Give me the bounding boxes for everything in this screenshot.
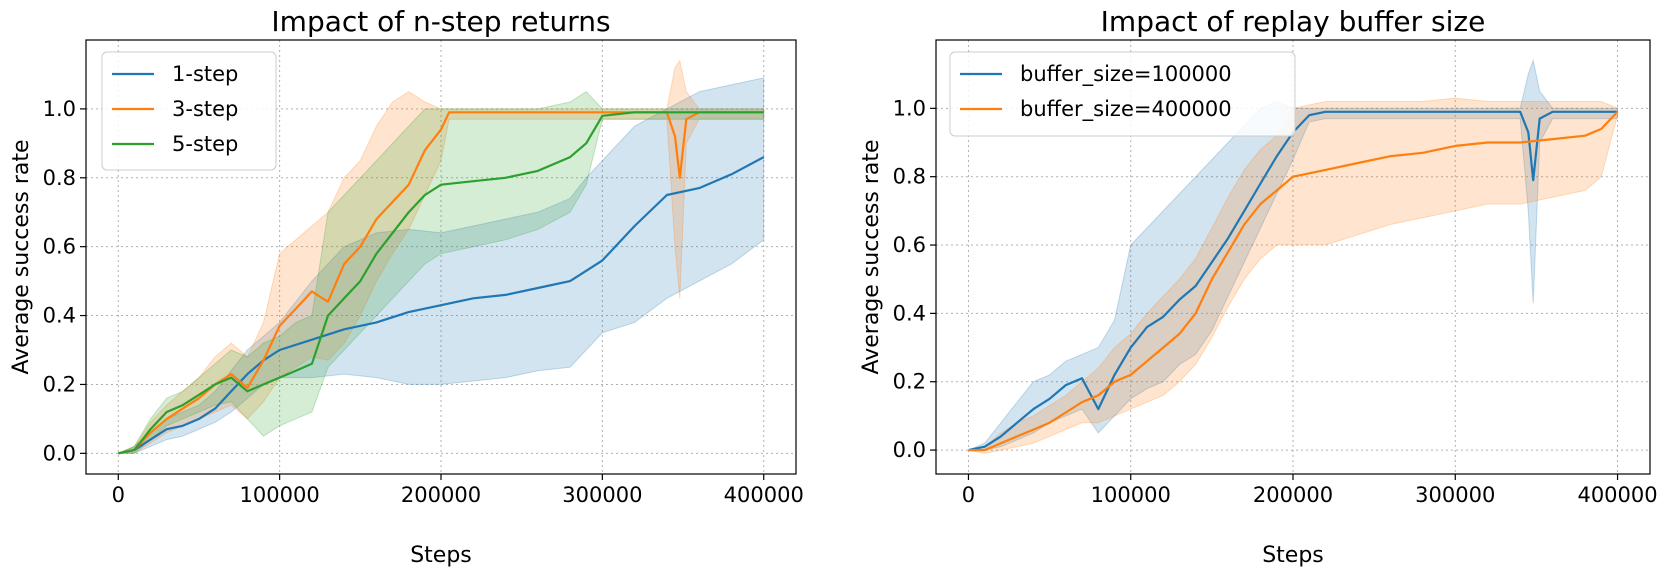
x-tick-label: 400000 [1577, 483, 1657, 507]
series-line [118, 111, 764, 455]
legend-label: 3-step [172, 97, 238, 121]
grid [86, 40, 796, 474]
x-axis-label: Steps [410, 543, 472, 568]
y-tick-label: 0.0 [43, 441, 76, 465]
y-tick-label: 0.2 [43, 372, 76, 396]
x-tick-label: 300000 [562, 483, 642, 507]
series-line [118, 156, 765, 455]
x-tick-label: 200000 [1253, 483, 1333, 507]
chart-replay-buffer-size: Impact of replay buffer size Steps Avera… [859, 5, 1658, 568]
x-tick-label: 200000 [401, 483, 481, 507]
legend-label: 1-step [172, 62, 238, 86]
legend-label: buffer_size=400000 [1020, 97, 1232, 122]
legend-label: 5-step [172, 132, 238, 156]
y-tick-label: 0.8 [893, 165, 926, 189]
chart-title: Impact of replay buffer size [1101, 5, 1486, 38]
legend-box [101, 51, 277, 171]
y-tick-label: 0.0 [893, 438, 926, 462]
series-line [968, 110, 1618, 452]
y-tick-label: 0.2 [893, 370, 926, 394]
plot-area [968, 58, 1619, 455]
chart-title: Impact of n-step returns [271, 5, 610, 38]
series-band [968, 58, 1618, 451]
series-band [118, 59, 765, 454]
y-axis-label: Average success rate [859, 139, 884, 374]
x-tick-label: 400000 [724, 483, 804, 507]
y-tick-label: 0.8 [43, 166, 76, 190]
legend-label: buffer_size=100000 [1020, 62, 1232, 87]
y-tick-label: 0.4 [893, 301, 926, 325]
x-tick-label: 300000 [1415, 483, 1495, 507]
legend: buffer_size=100000 buffer_size=400000 [949, 51, 1296, 137]
y-tick-label: 0.4 [43, 304, 76, 328]
x-tick-label: 0 [962, 483, 975, 507]
plot-area [118, 59, 765, 455]
chart-n-step-returns: Impact of n-step returns Steps Average s… [9, 5, 804, 568]
y-tick-label: 0.6 [43, 235, 76, 259]
x-tick-label: 0 [112, 483, 125, 507]
legend: 1-step 3-step 5-step [101, 51, 277, 171]
x-tick-label: 100000 [1091, 483, 1171, 507]
legend-box [949, 51, 1296, 137]
y-tick-label: 1.0 [893, 96, 926, 120]
y-tick-label: 0.6 [893, 233, 926, 257]
x-axis-label: Steps [1262, 543, 1324, 568]
y-tick-label: 1.0 [43, 97, 76, 121]
y-axis-label: Average success rate [9, 139, 34, 374]
series-band [118, 91, 765, 454]
x-tick-label: 100000 [240, 483, 320, 507]
series-line [968, 111, 1619, 452]
